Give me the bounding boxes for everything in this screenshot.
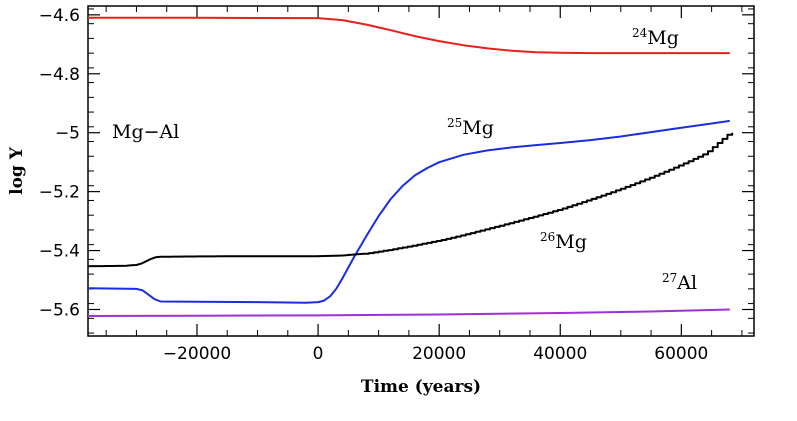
x-tick-label: 0 (313, 344, 324, 364)
y-tick-label: −5.4 (39, 242, 80, 262)
x-tick-label: 40000 (533, 344, 587, 364)
axis-ticks (88, 6, 754, 336)
series-line-27al (88, 308, 730, 317)
x-axis-title: Time (years) (361, 377, 481, 397)
series-lines (88, 16, 734, 317)
x-tick-label: 60000 (654, 344, 708, 364)
series-label-24mg: 24Mg (632, 26, 679, 49)
x-tick-label: 20000 (412, 344, 466, 364)
y-tick-label: −4.8 (39, 65, 80, 85)
y-tick-label: −5.2 (39, 183, 80, 203)
y-tick-label: −4.6 (39, 6, 80, 26)
annotation-mg-al: Mg−Al (112, 121, 179, 143)
x-tick-label: −20000 (163, 344, 231, 364)
series-line-25mg (88, 119, 730, 304)
y-tick-label: −5.6 (39, 300, 80, 320)
y-axis-title: log Y (7, 146, 27, 195)
axis-tick-labels: −20000 0 20000 40000 60000 −4.6 −4.8 −5 −5.2 −5.4… (39, 6, 709, 364)
series-line-26mg (88, 132, 734, 268)
y-tick-label: −5 (55, 124, 80, 144)
series-line-24mg (88, 16, 730, 55)
series-label-26mg: 26Mg (540, 230, 587, 253)
series-label-27al: 27Al (662, 271, 697, 294)
series-label-25mg: 25Mg (447, 116, 494, 139)
